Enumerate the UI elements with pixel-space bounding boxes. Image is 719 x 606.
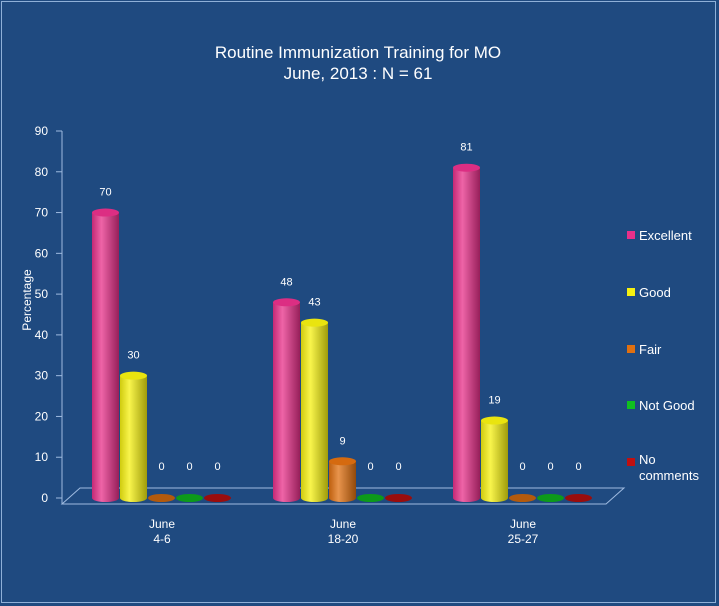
bar-top: [301, 318, 328, 327]
data-label: 48: [280, 276, 292, 288]
x-tick-label: June 4-6: [149, 517, 175, 546]
data-label: 0: [395, 461, 401, 473]
data-label: 0: [575, 461, 581, 473]
bar-top: [92, 208, 119, 217]
data-label: 0: [186, 461, 192, 473]
bars: 70 30 0 0 0 48 43 9 0 0 81 19 0 0 0: [92, 142, 592, 502]
y-tick-label: 70: [35, 206, 49, 220]
legend-label: Excellent: [639, 228, 692, 243]
legend-swatch: [627, 288, 635, 296]
legend-label: Fair: [639, 342, 662, 357]
bar: [273, 302, 300, 502]
plot-floor: [60, 131, 626, 505]
bar-top: [385, 494, 412, 502]
y-tick-label: 50: [35, 287, 49, 301]
chart-subtitle: June, 2013 : N = 61: [284, 64, 433, 83]
bar-top: [204, 494, 231, 502]
data-label: 30: [127, 350, 139, 362]
data-label: 43: [308, 297, 320, 309]
legend-swatch: [627, 458, 635, 466]
bar-top: [453, 163, 480, 172]
bar: [329, 461, 356, 502]
y-tick-label: 10: [35, 450, 49, 464]
y-tick-label: 20: [35, 409, 49, 423]
legend-swatch: [627, 231, 635, 239]
legend-label: Not Good: [639, 398, 695, 413]
bar: [301, 322, 328, 502]
bar-top: [148, 494, 175, 502]
bar: [120, 375, 147, 502]
data-label: 0: [519, 461, 525, 473]
bar-top: [273, 298, 300, 307]
data-label: 0: [158, 461, 164, 473]
legend: Excellent Good Fair Not Good No comments: [627, 228, 699, 483]
data-label: 0: [214, 461, 220, 473]
bar-top: [509, 494, 536, 502]
y-axis-label: Percentage: [20, 269, 34, 331]
legend-label: No comments: [639, 452, 699, 483]
y-tick-label: 40: [35, 328, 49, 342]
x-tick-label: June 25-27: [508, 517, 539, 546]
data-label: 70: [99, 187, 111, 199]
legend-swatch: [627, 401, 635, 409]
bar-top: [329, 457, 356, 466]
bar-top: [481, 416, 508, 425]
legend-swatch: [627, 345, 635, 353]
bar-top: [176, 494, 203, 502]
data-label: 81: [460, 142, 472, 154]
y-tick-label: 0: [41, 491, 48, 505]
data-label: 0: [367, 461, 373, 473]
x-axis-ticks: June 4-6 June 18-20 June 25-27: [149, 517, 539, 546]
x-tick-label: June 18-20: [328, 517, 359, 546]
bar-top: [537, 494, 564, 502]
y-axis-ticks: 0 10 20 30 40 50 60 70 80 90: [35, 124, 62, 505]
data-label: 19: [488, 395, 500, 407]
data-label: 9: [339, 435, 345, 447]
data-label: 0: [547, 461, 553, 473]
bar-top: [357, 494, 384, 502]
bar-top: [120, 371, 147, 380]
bar-top: [565, 494, 592, 502]
y-tick-label: 90: [35, 124, 49, 138]
bar: [481, 420, 508, 502]
y-tick-label: 60: [35, 246, 49, 260]
bar: [92, 212, 119, 502]
chart-title: Routine Immunization Training for MO: [215, 43, 501, 62]
y-tick-label: 80: [35, 165, 49, 179]
bar: [453, 167, 480, 502]
legend-label: Good: [639, 285, 671, 300]
y-tick-label: 30: [35, 369, 49, 383]
